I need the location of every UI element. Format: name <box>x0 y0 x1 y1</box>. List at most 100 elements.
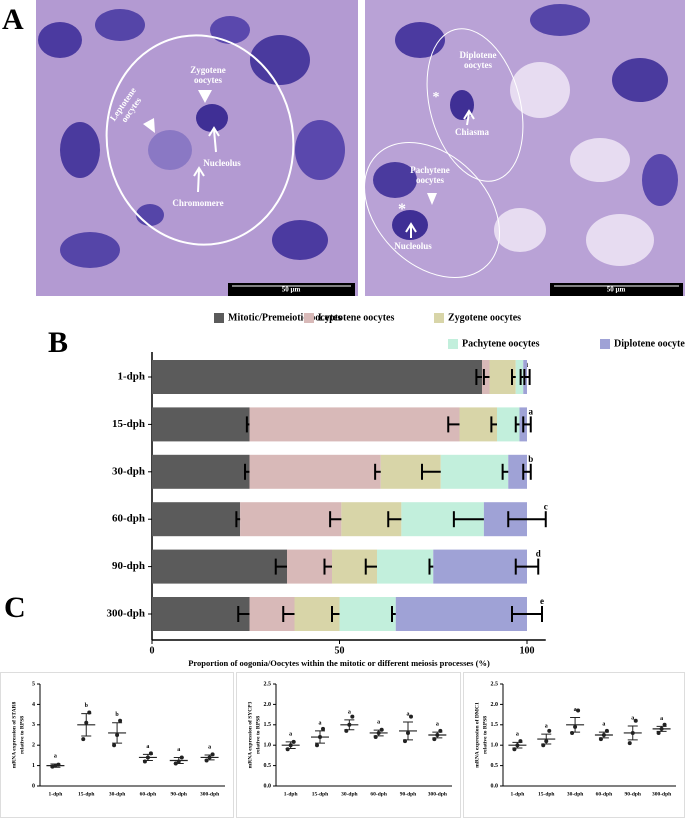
x-tick-label: 1-dph <box>284 791 298 797</box>
data-point <box>350 714 355 719</box>
significance-letter: a <box>289 731 292 737</box>
x-tick-label: 90-dph <box>400 791 417 797</box>
bar-segment <box>240 502 342 537</box>
bar-segment <box>152 360 482 394</box>
significance-letter: b <box>115 712 119 718</box>
significance-letter: a <box>660 716 663 722</box>
scale-bar-label: 50 µm <box>282 286 301 294</box>
bar-segment <box>508 454 527 489</box>
bar-segment <box>395 597 527 631</box>
y-tick-label: 1-dph <box>117 371 145 383</box>
cell-label: Nucleolus <box>394 241 432 251</box>
asterisk: * <box>432 90 440 105</box>
y-tick-label: 90-dph <box>112 560 145 572</box>
significance-letter: a <box>146 744 149 750</box>
data-point <box>547 728 552 733</box>
x-tick-label: 15-dph <box>78 791 95 797</box>
cell-label: Diplotene oocytes <box>459 50 497 70</box>
data-point <box>285 747 290 752</box>
data-point <box>570 730 575 735</box>
y-tick-label: 2.0 <box>264 702 272 708</box>
significance-letter: a <box>529 406 534 416</box>
significance-letter: b <box>528 454 533 464</box>
legend-swatch <box>434 313 444 323</box>
y-tick-label: 30-dph <box>112 465 145 477</box>
error-bar <box>514 558 540 575</box>
y-tick-label: 2.5 <box>264 681 272 687</box>
data-point <box>210 752 215 757</box>
bar-segment <box>152 407 250 442</box>
bar-segment <box>152 502 241 537</box>
legend-label: Leptotene oocytes <box>318 312 394 323</box>
data-point <box>662 722 667 727</box>
error-bar <box>204 754 215 761</box>
significance-letter: a <box>208 744 211 750</box>
x-tick-label: 300-dph <box>200 791 219 797</box>
y-tick-label: 0 <box>32 783 35 789</box>
x-tick-label: 15-dph <box>312 791 329 797</box>
error-bar <box>344 719 355 731</box>
significance-letter: d <box>536 549 541 559</box>
data-point <box>627 741 632 746</box>
x-tick-label: 30-dph <box>341 791 358 797</box>
significance-letter: a <box>377 719 380 725</box>
error-bar <box>432 731 443 739</box>
data-point <box>118 718 123 723</box>
error-bar <box>570 716 581 733</box>
legend-swatch <box>304 313 314 323</box>
data-point <box>81 737 86 742</box>
data-point <box>315 743 319 748</box>
cell-label: Chiasma <box>454 127 489 137</box>
data-point <box>321 726 325 731</box>
x-tick-label: 90-dph <box>624 791 641 797</box>
bar-segment <box>497 407 520 442</box>
x-tick-label: 30-dph <box>567 791 584 797</box>
y-tick-label: 0.5 <box>264 763 272 769</box>
y-tick-label: 1 <box>32 763 35 769</box>
legend-label: Zygotene oocytes <box>448 312 521 323</box>
y-tick-label: 300-dph <box>106 608 145 620</box>
micrograph-left <box>36 0 358 296</box>
cell-label: Nucleolus <box>203 158 241 168</box>
error-bar <box>142 753 153 761</box>
y-tick-label: 0.0 <box>491 783 499 789</box>
bar-segment <box>152 549 287 584</box>
x-tick-label: 300-dph <box>428 791 447 797</box>
x-tick-label: 90-dph <box>170 791 187 797</box>
x-tick-label: 30-dph <box>109 791 126 797</box>
significance-letter: a <box>319 720 322 726</box>
legend-label: Mitotic/Premeiotic oocytes <box>228 312 341 323</box>
y-axis-title: mRNA expression of STAR8 <box>11 701 17 768</box>
significance-letter: c <box>544 501 548 511</box>
error-bar <box>507 511 547 528</box>
bar-segment <box>152 454 250 489</box>
significance-letter: a <box>602 722 605 728</box>
data-point <box>409 714 413 719</box>
y-tick-label: 4 <box>32 702 35 708</box>
data-point <box>656 730 661 735</box>
y-tick-label: 0.0 <box>264 783 272 789</box>
data-point <box>633 718 638 723</box>
data-point <box>576 708 581 713</box>
significance-letter: e <box>540 596 544 606</box>
significance-letter: a <box>54 753 57 759</box>
y-tick-label: 1.5 <box>264 722 272 728</box>
significance-letter: a <box>631 715 634 721</box>
error-bar <box>541 733 552 745</box>
cell-label: Zygotene oocytes <box>190 65 226 85</box>
cell-label: Pachytene oocytes <box>410 165 450 185</box>
y-tick-label: 60-dph <box>112 513 145 525</box>
error-bar <box>373 729 384 737</box>
error-bar <box>656 725 667 732</box>
y-tick-label: 2.5 <box>491 681 499 687</box>
y-axis-title: relative to RPS8 <box>255 716 261 754</box>
x-tick-label: 1-dph <box>49 791 63 797</box>
y-tick-label: 2 <box>32 743 35 749</box>
significance-letter: a <box>407 711 410 717</box>
bar-segment <box>249 454 381 489</box>
y-tick-label: 3 <box>32 722 35 728</box>
data-point <box>204 758 209 763</box>
x-tick-label: 100 <box>520 645 535 656</box>
y-tick-label: 5 <box>32 681 35 687</box>
